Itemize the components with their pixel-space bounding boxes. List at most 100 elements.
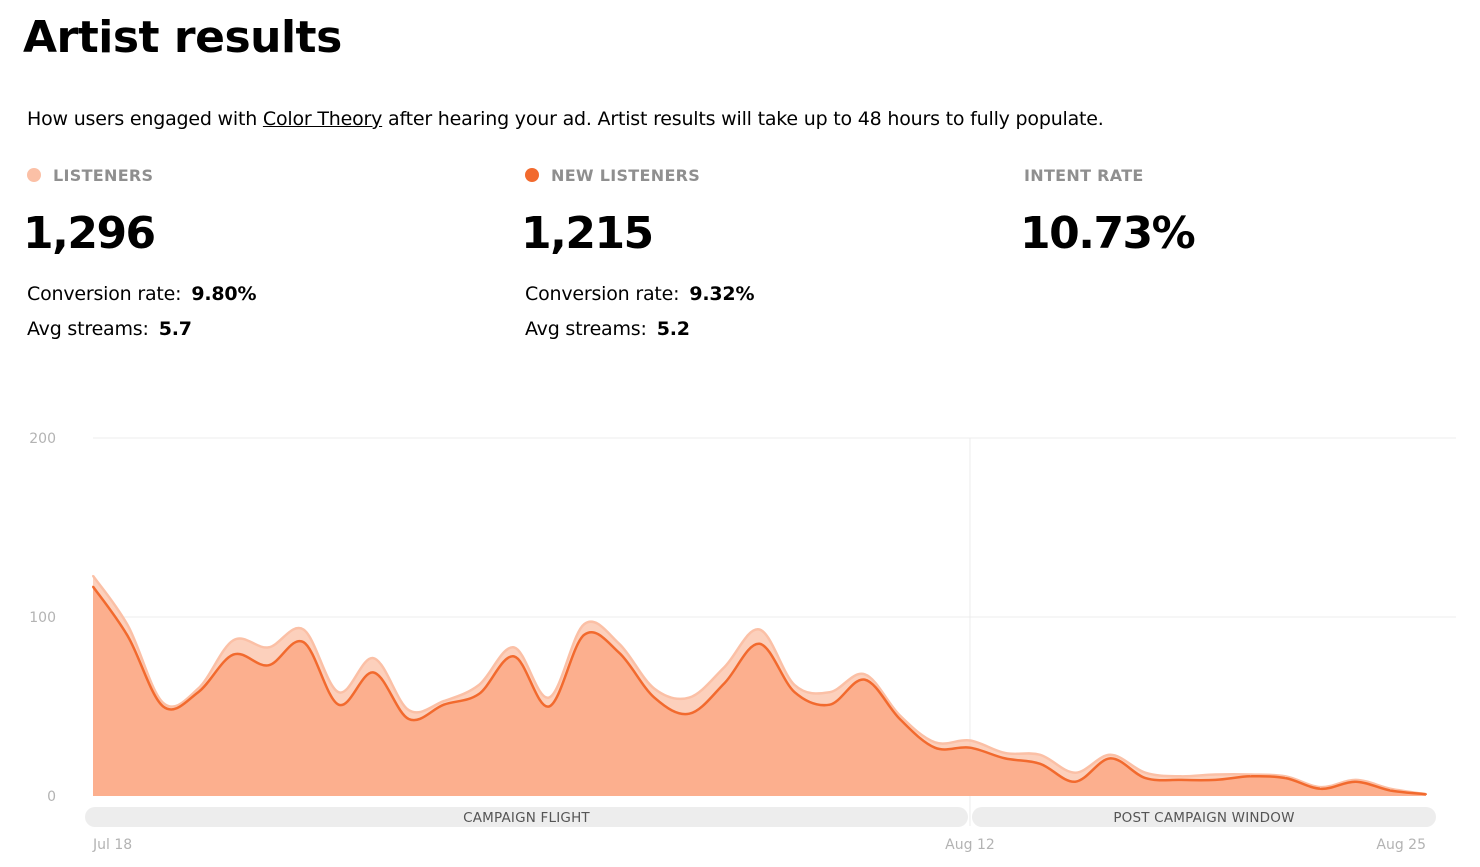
- metric-label: NEW LISTENERS: [551, 165, 701, 185]
- new-listeners-point: [477, 693, 480, 695]
- listeners-point: [1319, 786, 1322, 788]
- listeners-point: [407, 709, 410, 711]
- period-label: CAMPAIGN FLIGHT: [463, 810, 590, 826]
- new-listeners-point: [1004, 757, 1006, 760]
- metric-new-listeners: NEW LISTENERS 1,215 Conversion rate: 9.32…: [521, 164, 985, 341]
- conversion-rate: Conversion rate: 9.80%: [27, 283, 256, 305]
- listeners-point: [337, 691, 340, 694]
- new-listeners-point: [1144, 777, 1147, 779]
- metric-listeners: LISTENERS 1,296 Conversion rate: 9.80% Av…: [23, 164, 487, 341]
- new-listeners-point: [758, 642, 761, 645]
- listeners-area-chart: 0 100 200 CAMPAIGN FLIGHT POST CAMPAIGN WIND…: [29, 431, 1456, 853]
- new-listeners-point: [688, 712, 691, 715]
- new-listeners-point: [232, 653, 235, 656]
- new-listeners-point: [1214, 778, 1217, 781]
- avg-streams-value: 5.7: [158, 318, 192, 340]
- new-listeners-point: [407, 718, 410, 720]
- new-listeners-point: [828, 703, 831, 706]
- listeners-point: [92, 574, 94, 577]
- new-listeners-legend-dot: [525, 168, 539, 182]
- listeners-point: [653, 687, 656, 690]
- metric-value: 1,296: [23, 208, 156, 259]
- listeners-point: [442, 700, 445, 703]
- listeners-point: [1144, 771, 1147, 774]
- avg-streams-label: Avg streams:: [27, 318, 149, 340]
- listeners-point: [372, 657, 375, 660]
- conversion-label: Conversion rate:: [27, 283, 182, 305]
- y-tick-label: 200: [29, 431, 56, 447]
- new-listeners-point: [1109, 757, 1112, 760]
- listeners-line: [91, 575, 1427, 796]
- metric-label: LISTENERS: [53, 165, 154, 185]
- new-listeners-point: [653, 696, 656, 699]
- new-listeners-point: [1284, 777, 1287, 779]
- x-tick-label: Aug 12: [945, 837, 995, 853]
- new-listeners-line: [91, 585, 1427, 796]
- new-listeners-point: [442, 703, 445, 706]
- new-listeners-point: [267, 664, 270, 667]
- avg-streams-value: 5.2: [656, 318, 690, 340]
- avg-streams: Avg streams: 5.2: [525, 318, 690, 340]
- new-listeners-point: [1074, 780, 1077, 783]
- metric-value: 1,215: [521, 208, 654, 259]
- intro-prefix: How users engaged with: [27, 108, 263, 130]
- listeners-point: [1004, 752, 1006, 754]
- artist-link[interactable]: Color Theory: [262, 108, 383, 130]
- new-listeners-point: [1039, 762, 1042, 765]
- listeners-point: [828, 691, 831, 694]
- listeners-point: [1214, 773, 1217, 776]
- new-listeners-point: [162, 705, 165, 708]
- listeners-point: [618, 642, 621, 645]
- listeners-point: [969, 739, 971, 742]
- listeners-point: [793, 684, 796, 686]
- listeners-point: [1074, 771, 1077, 774]
- period-bar: [971, 807, 1436, 827]
- new-listeners-point: [372, 671, 375, 674]
- new-listeners-point: [127, 635, 129, 638]
- new-listeners-point: [92, 585, 94, 588]
- x-tick-label: Aug 25: [1376, 837, 1426, 853]
- new-listeners-point: [302, 641, 305, 643]
- new-listeners-point: [1354, 780, 1357, 783]
- new-listeners-point: [969, 746, 971, 749]
- listeners-point: [232, 639, 235, 642]
- new-listeners-point: [1319, 787, 1322, 790]
- listeners-point: [267, 646, 270, 649]
- new-listeners-point: [197, 691, 200, 694]
- listeners-point: [1284, 775, 1287, 778]
- avg-streams: Avg streams: 5.7: [27, 318, 192, 340]
- intro-suffix: after hearing your ad. Artist results wi…: [382, 108, 1104, 130]
- metric-intent-rate: INTENT RATE 10.73%: [1020, 164, 1480, 260]
- listeners-point: [513, 646, 515, 649]
- intro-text: How users engaged with Color Theory afte…: [27, 108, 1104, 130]
- listeners-legend-dot: [27, 168, 41, 182]
- listeners-point: [477, 684, 480, 686]
- x-tick-label: Jul 18: [92, 837, 132, 853]
- conversion-value: 9.80%: [191, 283, 257, 305]
- listeners-point: [1354, 778, 1357, 781]
- listeners-point: [583, 623, 586, 626]
- metric-header: LISTENERS: [27, 164, 487, 186]
- listeners-point: [197, 687, 200, 690]
- listeners-point: [1109, 753, 1112, 756]
- y-tick-label: 0: [47, 789, 56, 805]
- new-listeners-point: [1390, 789, 1392, 792]
- listeners-point: [127, 625, 129, 627]
- conversion-rate: Conversion rate: 9.32%: [525, 283, 754, 305]
- new-listeners-point: [1179, 778, 1182, 781]
- new-listeners-area: [93, 586, 1426, 796]
- new-listeners-point: [548, 705, 550, 708]
- metric-header: NEW LISTENERS: [525, 164, 985, 186]
- metric-header: INTENT RATE: [1024, 164, 1480, 186]
- new-listeners-point: [618, 651, 621, 654]
- listeners-point: [162, 702, 165, 704]
- period-label: POST CAMPAIGN WINDOW: [1113, 810, 1294, 826]
- new-listeners-point: [793, 691, 796, 694]
- listeners-point: [863, 673, 866, 676]
- new-listeners-point: [583, 634, 586, 636]
- new-listeners-point: [933, 746, 936, 749]
- conversion-value: 9.32%: [689, 283, 755, 305]
- avg-streams-label: Avg streams:: [525, 318, 647, 340]
- listeners-point: [1249, 773, 1252, 776]
- listeners-point: [933, 741, 936, 744]
